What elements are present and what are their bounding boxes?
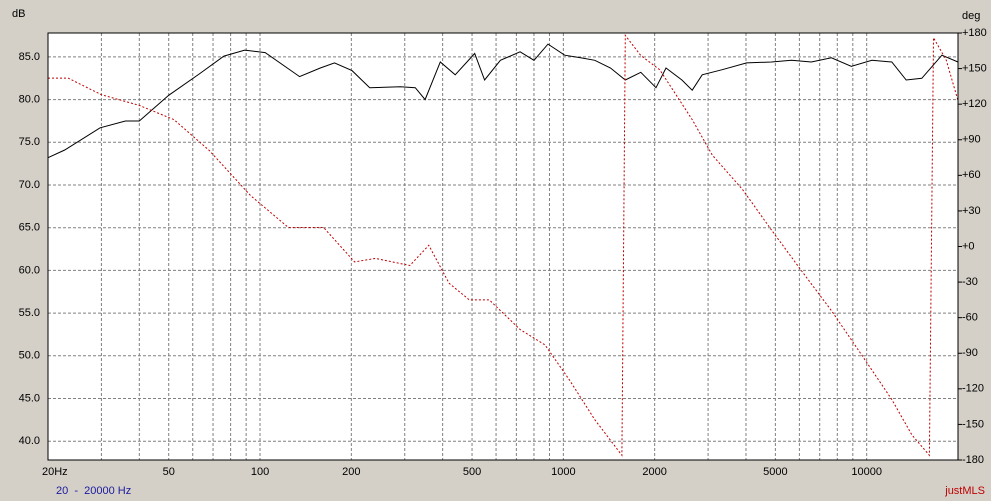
plot-area — [47, 32, 959, 461]
y-tick-label: 80.0 — [19, 94, 40, 106]
x-tick-label: 20Hz — [42, 466, 68, 478]
plot-frame — [47, 32, 959, 461]
y2-tick-label: -30 — [962, 276, 978, 288]
series-line — [47, 43, 959, 159]
y2-tick-label: +0 — [962, 240, 975, 252]
y2-tick-label: -120 — [962, 383, 984, 395]
frequency-range: 20 - 20000 Hz — [56, 485, 131, 497]
x-tick-label: 10000 — [851, 466, 882, 478]
y2-tick-label: +90 — [962, 134, 981, 146]
y-tick-label: 85.0 — [19, 51, 40, 63]
y2-tick-label: +60 — [962, 169, 981, 181]
series-line — [48, 33, 959, 457]
y-tick-label: 75.0 — [19, 136, 40, 148]
y2-tick-label: -90 — [962, 347, 978, 359]
y-axis-label: dB — [12, 8, 25, 20]
x-tick-label: 1000 — [551, 466, 575, 478]
y2-tick-label: -180 — [962, 454, 984, 466]
brand: justMLS — [944, 485, 985, 497]
y2-axis-label: deg — [962, 10, 980, 22]
x-tick-label: 100 — [251, 466, 269, 478]
y2-tick-label: -150 — [962, 418, 984, 430]
y-tick-label: 60.0 — [19, 264, 40, 276]
x-tick-label: 5000 — [763, 466, 787, 478]
y2-tick-label: +180 — [962, 27, 987, 39]
x-tick-label: 500 — [463, 466, 481, 478]
y2-tick-label: -60 — [962, 312, 978, 324]
y-tick-label: 70.0 — [19, 179, 40, 191]
y2-tick-label: +30 — [962, 205, 981, 217]
y-tick-label: 65.0 — [19, 222, 40, 234]
y-tick-label: 45.0 — [19, 392, 40, 404]
x-tick-label: 200 — [342, 466, 360, 478]
y-tick-label: 40.0 — [19, 435, 40, 447]
x-tick-label: 2000 — [642, 466, 666, 478]
y2-tick-label: +150 — [962, 62, 987, 74]
y2-tick-label: +120 — [962, 98, 987, 110]
x-tick-label: 50 — [163, 466, 175, 478]
y-tick-label: 55.0 — [19, 307, 40, 319]
y-tick-label: 50.0 — [19, 350, 40, 362]
